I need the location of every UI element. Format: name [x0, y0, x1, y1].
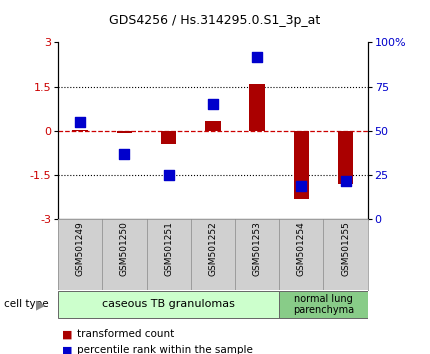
Bar [58, 291, 279, 318]
Point [121, 151, 128, 157]
Text: normal lung
parenchyma: normal lung parenchyma [293, 293, 354, 315]
Text: ■: ■ [62, 329, 73, 339]
Text: GDS4256 / Hs.314295.0.S1_3p_at: GDS4256 / Hs.314295.0.S1_3p_at [109, 13, 321, 27]
Bar [161, 131, 176, 144]
Text: GSM501250: GSM501250 [120, 222, 129, 276]
Text: cell type: cell type [4, 299, 49, 309]
Point [342, 178, 349, 183]
Bar [338, 131, 353, 184]
Bar [249, 84, 265, 131]
Point [77, 119, 83, 125]
Text: GSM501251: GSM501251 [164, 222, 173, 276]
Text: GSM501253: GSM501253 [252, 222, 261, 276]
Text: GSM501249: GSM501249 [76, 222, 85, 276]
Text: percentile rank within the sample: percentile rank within the sample [77, 345, 253, 354]
Bar [72, 130, 88, 131]
Bar [117, 131, 132, 133]
Bar [279, 291, 368, 318]
Point [165, 172, 172, 178]
Text: ■: ■ [62, 345, 73, 354]
Text: transformed count: transformed count [77, 329, 175, 339]
Text: ▶: ▶ [36, 298, 46, 311]
Text: caseous TB granulomas: caseous TB granulomas [102, 299, 235, 309]
Bar [205, 121, 221, 131]
Point [209, 102, 216, 107]
Text: GSM501252: GSM501252 [209, 222, 217, 276]
Point [254, 54, 261, 59]
Text: GSM501254: GSM501254 [297, 222, 306, 276]
Text: GSM501255: GSM501255 [341, 222, 350, 276]
Point [298, 183, 305, 189]
Bar [294, 131, 309, 199]
